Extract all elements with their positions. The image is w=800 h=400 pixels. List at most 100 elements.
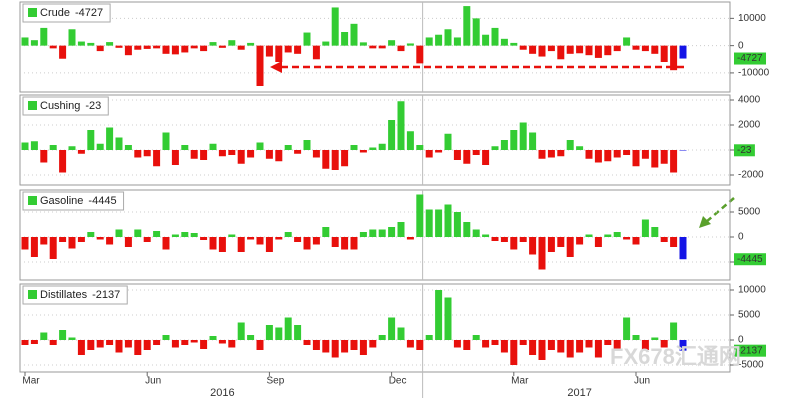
bar [322, 41, 330, 46]
bar [134, 340, 142, 355]
bar [566, 340, 574, 358]
x-tick-label: Dec [389, 376, 407, 387]
bar [350, 237, 358, 250]
legend-swatch [28, 101, 37, 110]
legend-box [22, 96, 109, 116]
bar [406, 340, 414, 348]
bar [115, 137, 123, 150]
bar [519, 122, 527, 150]
bar [566, 140, 574, 150]
y-tick-label: 0 [738, 40, 744, 51]
bar [482, 234, 490, 237]
bar [143, 237, 151, 242]
bar [312, 340, 320, 350]
bar [284, 232, 292, 237]
bar [406, 43, 414, 46]
bar [218, 150, 226, 157]
legend-value: -4727 [75, 7, 103, 19]
legend-value: -4445 [88, 195, 116, 207]
bar [453, 150, 461, 160]
bar [397, 327, 405, 340]
bar [209, 42, 217, 46]
bar [143, 340, 151, 350]
bar [21, 340, 29, 345]
bar [491, 146, 499, 150]
bar [538, 340, 546, 360]
bar [632, 237, 640, 245]
panel-frame [19, 1, 731, 93]
bar [30, 141, 38, 150]
bar [190, 150, 198, 159]
bar [322, 227, 330, 237]
bar [453, 340, 461, 348]
bar [510, 340, 518, 365]
bar [265, 237, 273, 252]
bar [651, 337, 659, 340]
bar [68, 337, 76, 340]
bar [322, 150, 330, 169]
bar [153, 150, 161, 167]
bar [96, 143, 104, 150]
bar [632, 45, 640, 50]
bar [472, 150, 480, 155]
bar [237, 150, 245, 164]
bar [21, 37, 29, 46]
legend-swatch [28, 196, 37, 205]
bar [218, 237, 226, 252]
bar [435, 209, 443, 237]
bar [641, 150, 649, 159]
bar [341, 32, 349, 46]
bar [641, 340, 649, 350]
legend-text: Distillates -2137 [40, 289, 120, 301]
bar [660, 45, 668, 62]
bar [670, 237, 678, 247]
value-tag: -4445 [734, 253, 767, 266]
bar [378, 229, 386, 237]
value-tag-label: -2137 [737, 345, 763, 356]
bar [143, 150, 151, 157]
y-tick-label: 10000 [738, 285, 766, 296]
bar [510, 130, 518, 150]
arrow-annotation [270, 61, 684, 73]
bar [265, 45, 273, 57]
bar [538, 45, 546, 57]
bar [369, 229, 377, 237]
bar [632, 335, 640, 340]
bar [68, 146, 76, 150]
bar [388, 227, 396, 237]
legend: Gasoline -4445 [22, 191, 125, 211]
bar [106, 42, 114, 46]
bar [585, 234, 593, 237]
bar [613, 232, 621, 237]
bar [59, 330, 67, 340]
bar [171, 45, 179, 55]
bar [218, 45, 226, 48]
bar [416, 194, 424, 237]
bar [106, 340, 114, 345]
bar [359, 150, 367, 153]
bar [472, 229, 480, 237]
bar [660, 150, 668, 164]
bar [247, 237, 255, 240]
legend-swatch [28, 290, 37, 299]
bar [453, 212, 461, 237]
value-tag-box [734, 144, 755, 157]
value-tag: -4727 [734, 52, 767, 65]
bar [510, 237, 518, 250]
x-year-label: 2017 [567, 387, 591, 399]
bar [77, 340, 85, 355]
bar [115, 45, 123, 48]
bar [209, 143, 217, 150]
bar [604, 234, 612, 237]
value-tag-box [734, 253, 767, 266]
value-tag-box [734, 52, 767, 65]
bar [369, 147, 377, 150]
bar [275, 45, 283, 62]
legend-box [22, 191, 125, 211]
bar [218, 340, 226, 344]
legend-box [22, 3, 111, 23]
y-tick-label: 4000 [738, 95, 761, 106]
bar [200, 150, 208, 160]
bar [557, 340, 565, 353]
bar [397, 45, 405, 52]
